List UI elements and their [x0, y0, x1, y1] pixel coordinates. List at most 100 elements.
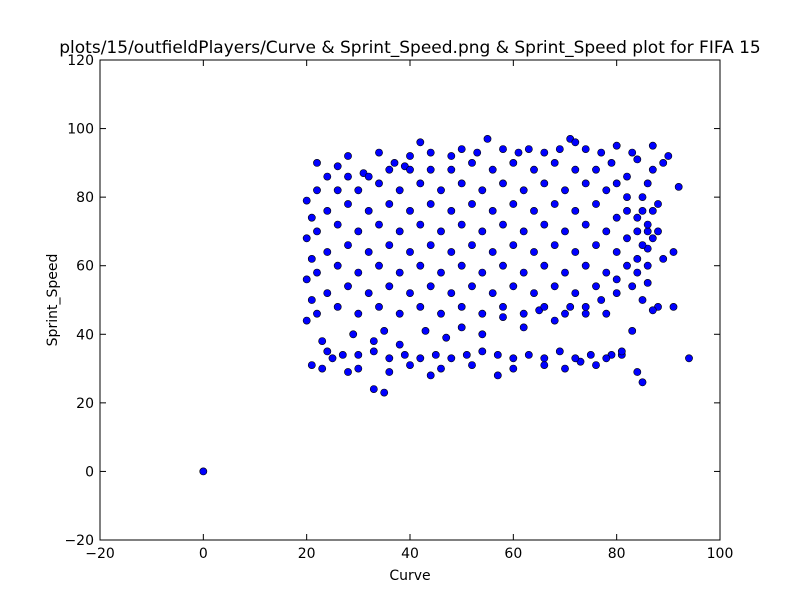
data-point	[468, 241, 476, 249]
data-point	[530, 289, 538, 297]
data-point	[313, 158, 321, 167]
data-point	[437, 309, 445, 318]
data-point	[468, 282, 476, 291]
data-point	[307, 361, 316, 369]
data-point	[354, 350, 363, 359]
data-point	[592, 361, 600, 369]
data-point	[612, 248, 621, 256]
data-point	[426, 282, 435, 291]
data-point	[447, 152, 456, 160]
data-point	[623, 234, 631, 243]
data-point	[307, 213, 316, 222]
data-point	[323, 172, 332, 181]
data-point	[499, 261, 507, 270]
data-point	[400, 350, 409, 359]
data-point	[628, 326, 637, 335]
data-point	[457, 220, 466, 229]
data-point	[638, 206, 647, 215]
data-point	[571, 289, 580, 297]
data-point	[648, 141, 657, 150]
data-point	[385, 165, 394, 174]
data-point	[344, 152, 352, 160]
data-point	[602, 186, 611, 195]
data-point	[623, 206, 631, 215]
data-point	[323, 206, 332, 215]
data-point	[426, 200, 435, 208]
data-point	[426, 148, 435, 157]
y-axis-label: Sprint_Speed	[45, 254, 61, 347]
data-point	[307, 296, 316, 304]
data-point	[669, 248, 678, 256]
data-point	[395, 309, 404, 318]
data-point	[426, 371, 435, 380]
data-point	[509, 200, 518, 208]
data-point	[643, 261, 652, 270]
data-point	[323, 248, 332, 256]
data-point	[364, 172, 373, 181]
data-point	[426, 241, 435, 249]
data-point	[478, 227, 487, 236]
data-point	[586, 350, 595, 359]
data-point	[395, 186, 404, 195]
data-point	[550, 316, 559, 325]
data-point	[385, 354, 394, 363]
data-point	[344, 282, 352, 291]
chart-title: plots/15/outfieldPlayers/Curve & Sprint_…	[59, 38, 760, 58]
data-point	[416, 354, 425, 363]
data-point	[530, 248, 538, 256]
data-point	[313, 309, 321, 318]
data-point	[648, 234, 657, 243]
data-point	[633, 368, 642, 376]
data-point	[406, 361, 414, 369]
data-point	[344, 200, 352, 208]
data-point	[406, 206, 414, 215]
x-axis-ticks: −20 0 20 40 60 80 100	[85, 60, 733, 562]
data-point	[519, 309, 528, 318]
data-point	[354, 268, 363, 277]
data-point	[333, 220, 342, 229]
data-point	[302, 275, 311, 284]
data-point	[416, 261, 425, 270]
data-point	[349, 330, 358, 339]
data-point	[416, 302, 425, 311]
data-point	[643, 179, 652, 188]
data-point	[375, 302, 383, 311]
data-point	[571, 138, 580, 147]
data-point	[519, 323, 528, 332]
data-point	[581, 220, 590, 229]
data-point	[406, 165, 414, 174]
data-point	[369, 385, 378, 393]
data-point	[633, 227, 642, 236]
data-point	[550, 241, 559, 249]
data-point	[581, 302, 590, 311]
x-tick-label: 20	[298, 546, 316, 562]
data-point	[375, 261, 383, 270]
data-point	[685, 354, 693, 363]
data-point	[457, 323, 466, 332]
data-point	[447, 248, 456, 256]
data-point	[447, 289, 456, 297]
data-point	[199, 467, 208, 476]
data-point	[333, 261, 342, 270]
data-point	[540, 220, 549, 229]
data-point	[380, 388, 389, 397]
y-tick-label: 80	[76, 190, 94, 206]
data-point	[416, 138, 425, 147]
data-point	[571, 165, 580, 174]
x-axis-label: Curve	[389, 568, 430, 584]
data-point	[592, 241, 600, 249]
data-point	[550, 158, 559, 167]
data-point	[313, 186, 321, 195]
data-point	[364, 289, 373, 297]
data-point	[638, 296, 647, 304]
data-point	[509, 364, 518, 373]
data-point	[561, 309, 569, 318]
data-point	[659, 158, 668, 167]
data-point	[519, 186, 528, 195]
data-point	[674, 182, 683, 191]
data-point	[638, 378, 647, 387]
data-point	[478, 330, 487, 339]
data-point	[648, 306, 657, 315]
data-point	[499, 220, 507, 229]
